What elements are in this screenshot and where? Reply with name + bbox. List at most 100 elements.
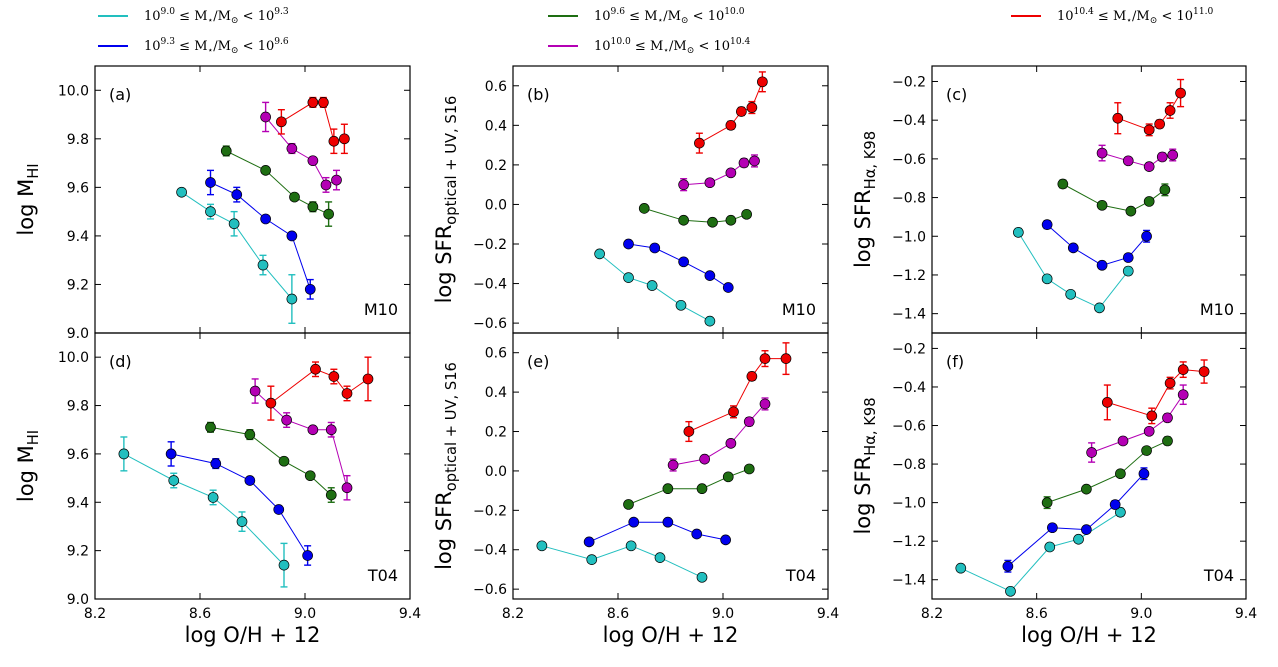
- y-axis-label-main: log SFR: [432, 225, 456, 304]
- data-point: [1086, 447, 1097, 458]
- legend-mstar: M: [644, 9, 657, 24]
- y-tick-label: 0.0: [485, 464, 507, 480]
- data-point: [1143, 196, 1155, 207]
- legend-label: 109.0 ≤ M⋆/M⊙ < 109.3: [144, 7, 289, 26]
- y-tick-label: 0.2: [485, 425, 507, 441]
- y-tick-label: −0.4: [473, 543, 507, 559]
- data-point: [310, 363, 321, 375]
- x-tick-label: 9.0: [712, 606, 734, 622]
- series-cyan: [118, 436, 290, 588]
- data-point: [228, 218, 240, 230]
- data-point: [728, 406, 739, 418]
- panel-a: 9.0 9.2 9.4 9.6 9.8 10.0 log MHI (a) M10: [14, 65, 411, 342]
- data-point: [1143, 161, 1155, 172]
- data-point: [1122, 265, 1134, 277]
- data-point: [746, 370, 758, 382]
- data-point: [341, 482, 353, 494]
- data-point: [1005, 585, 1016, 597]
- data-point: [265, 397, 277, 409]
- legend-ineq: ≤: [625, 9, 644, 24]
- y-tick-label: −0.6: [473, 582, 507, 598]
- legend-entry-magenta: 1010.0 ≤ M⋆/M⊙ < 1010.4: [548, 37, 750, 56]
- y-axis-label-sub: HI: [25, 163, 42, 178]
- series-line: [270, 368, 369, 404]
- legend-entry-cyan: 109.0 ≤ M⋆/M⊙ < 109.3: [98, 7, 289, 26]
- x-tick-label: 9.0: [294, 606, 316, 622]
- series-line: [181, 191, 293, 300]
- legend-ineq: ≤: [175, 39, 194, 54]
- data-point: [236, 516, 248, 527]
- y-axis-label-sub: Hα, K98: [862, 131, 879, 189]
- legend-ineq: ≤: [1094, 9, 1113, 24]
- legend-label: 109.3 ≤ M⋆/M⊙ < 109.6: [144, 37, 289, 56]
- series-cyan: [176, 186, 298, 324]
- data-point: [1164, 105, 1176, 116]
- data-point: [1159, 184, 1171, 196]
- series-blue: [1041, 219, 1152, 271]
- data-point: [1175, 87, 1186, 99]
- y-tick-label: −1.2: [892, 534, 926, 550]
- data-point: [307, 201, 319, 213]
- y-axis-label-main: log M: [14, 179, 38, 236]
- data-point: [165, 448, 177, 460]
- data-point: [260, 165, 271, 176]
- data-point: [244, 429, 256, 440]
- data-point: [536, 540, 548, 552]
- y-tick-label: −0.2: [473, 237, 507, 253]
- data-point: [694, 137, 705, 149]
- data-point: [1094, 302, 1105, 314]
- series-blue: [583, 516, 731, 548]
- y-axis-label-sub: Hα, K98: [862, 397, 879, 455]
- data-point: [1198, 366, 1210, 377]
- data-point: [1041, 497, 1053, 508]
- series-red: [276, 96, 350, 155]
- plot-frame: [94, 332, 411, 600]
- data-point: [1041, 219, 1053, 231]
- x-axis-label: log O/H + 12: [185, 623, 321, 647]
- legend-ten: 10: [594, 9, 611, 24]
- data-point: [1109, 499, 1121, 510]
- legend-msun: /M: [1132, 9, 1150, 24]
- data-point: [649, 242, 661, 254]
- data-point: [286, 143, 298, 154]
- y-tick-label: −0.8: [892, 457, 926, 473]
- data-point: [1143, 124, 1155, 136]
- data-point: [704, 177, 716, 189]
- legend-msun-sub: ⊙: [231, 16, 239, 26]
- series-magenta: [249, 378, 353, 501]
- data-point: [1143, 425, 1155, 437]
- legend-msun: /M: [669, 39, 687, 54]
- data-point: [1162, 435, 1173, 447]
- panel-d: 8.2 8.6 9.0 9.4 9.0 9.2 9.4 9.6 9.8 10.0 log MHI (d…: [14, 332, 421, 622]
- y-tick-label: −0.8: [892, 191, 926, 207]
- data-point: [675, 299, 687, 311]
- series-green: [623, 463, 755, 510]
- x-axis-label: log O/H + 12: [603, 623, 739, 647]
- series-line: [281, 101, 345, 142]
- legend-lo-exp: 9.0: [161, 7, 176, 17]
- data-point: [691, 528, 703, 540]
- data-point: [362, 373, 374, 385]
- series-blue: [165, 441, 313, 566]
- legend-mstar-sub: ⋆: [1126, 16, 1132, 26]
- x-tick-label: 8.6: [607, 606, 629, 622]
- calibration-label: M10: [1200, 300, 1234, 319]
- series-blue: [1002, 467, 1150, 573]
- legend-ten-2: 10: [258, 9, 275, 24]
- data-point: [1081, 483, 1092, 495]
- data-point: [1096, 199, 1108, 211]
- data-point: [118, 448, 130, 460]
- series-line: [688, 358, 786, 432]
- y-tick-label: 9.8: [67, 132, 89, 148]
- x-tick-label: 9.4: [1235, 606, 1257, 622]
- legend-lt: <: [239, 39, 258, 54]
- data-point: [646, 280, 658, 291]
- y-tick-label: 0.6: [485, 346, 507, 362]
- legend-hi-exp: 9.3: [274, 7, 289, 17]
- series-green: [638, 203, 752, 228]
- data-point: [738, 157, 750, 169]
- data-point: [281, 414, 292, 426]
- data-point: [304, 283, 316, 295]
- y-tick-label: −0.6: [892, 419, 926, 435]
